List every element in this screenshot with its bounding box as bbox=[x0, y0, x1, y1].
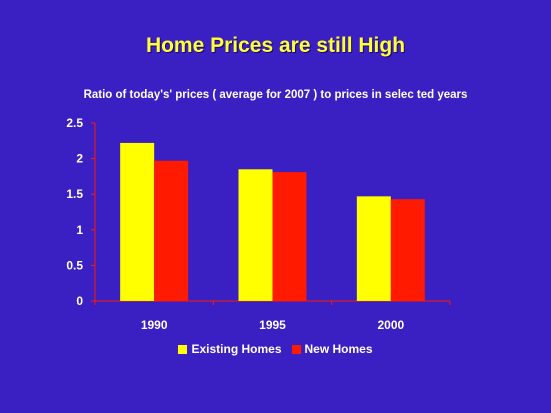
y-tick-label: 2 bbox=[76, 152, 83, 166]
chart-bars bbox=[120, 142, 425, 301]
x-tick-label: 2000 bbox=[377, 318, 404, 332]
legend-label-new-homes: New Homes bbox=[304, 342, 373, 356]
y-tick-label: 2.5 bbox=[66, 116, 83, 130]
legend-swatch-new-homes bbox=[291, 344, 301, 354]
x-tick-label: 1990 bbox=[141, 318, 168, 332]
bar-existing-homes-1990 bbox=[120, 142, 155, 301]
bar-existing-homes-1995 bbox=[238, 169, 273, 301]
x-tick-label: 1995 bbox=[259, 318, 286, 332]
bar-new-homes-1990 bbox=[154, 160, 189, 301]
y-tick-label: 0.5 bbox=[66, 258, 83, 272]
slide-title: Home Prices are still High bbox=[145, 34, 406, 57]
bar-new-homes-1995 bbox=[272, 172, 307, 301]
legend-item-existing-homes: Existing Homes bbox=[178, 342, 282, 356]
y-tick-label: 1.5 bbox=[66, 187, 83, 201]
y-tick-label: 1 bbox=[76, 223, 83, 237]
y-tick-label: 0 bbox=[76, 294, 83, 308]
bar-new-homes-2000 bbox=[390, 199, 425, 301]
chart-legend: Existing Homes New Homes bbox=[0, 342, 551, 356]
legend-label-existing-homes: Existing Homes bbox=[191, 342, 282, 356]
legend-item-new-homes: New Homes bbox=[291, 342, 373, 356]
chart-title: Ratio of today's' prices ( average for 2… bbox=[83, 89, 468, 101]
legend-swatch-existing-homes bbox=[178, 344, 188, 354]
chart-tick-labels: 0 0.5 1 1.5 2 2.5 1990 1995 2000 bbox=[66, 116, 404, 332]
bar-existing-homes-2000 bbox=[356, 196, 391, 301]
